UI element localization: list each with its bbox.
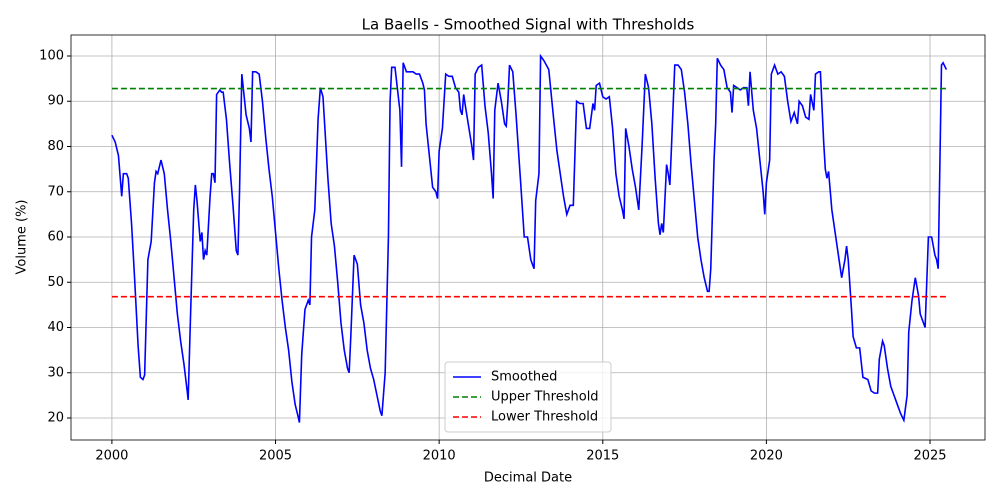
y-tick-label: 30 — [47, 365, 64, 380]
y-tick-label: 60 — [47, 230, 64, 245]
y-tick-label: 20 — [47, 411, 64, 426]
y-tick-label: 90 — [47, 94, 64, 109]
line-series — [111, 53, 948, 424]
legend-label: Upper Threshold — [491, 390, 599, 405]
legend-label: Smoothed — [491, 370, 557, 385]
x-tick-label: 2025 — [913, 449, 946, 464]
x-tick-label: 2005 — [259, 449, 292, 464]
x-tick-label: 2020 — [750, 449, 783, 464]
y-tick-label: 100 — [39, 48, 64, 63]
y-tick-label: 70 — [47, 184, 64, 199]
legend-label: Lower Threshold — [491, 410, 598, 425]
legend-box — [444, 361, 612, 433]
y-tick-label: 80 — [47, 139, 64, 154]
plot-frame — [70, 34, 986, 441]
x-tick-label: 2015 — [586, 449, 619, 464]
y-tick-label: 40 — [47, 320, 64, 335]
chart-title: La Baells - Smoothed Signal with Thresho… — [362, 16, 695, 34]
x-tick-label: 2000 — [95, 449, 128, 464]
x-axis-label: Decimal Date — [484, 471, 572, 486]
y-tick-label: 50 — [47, 275, 64, 290]
y-axis-label: Volume (%) — [15, 200, 30, 275]
x-tick-label: 2010 — [423, 449, 456, 464]
legend: Smoothed Upper Threshold Lower Threshold — [444, 361, 612, 433]
